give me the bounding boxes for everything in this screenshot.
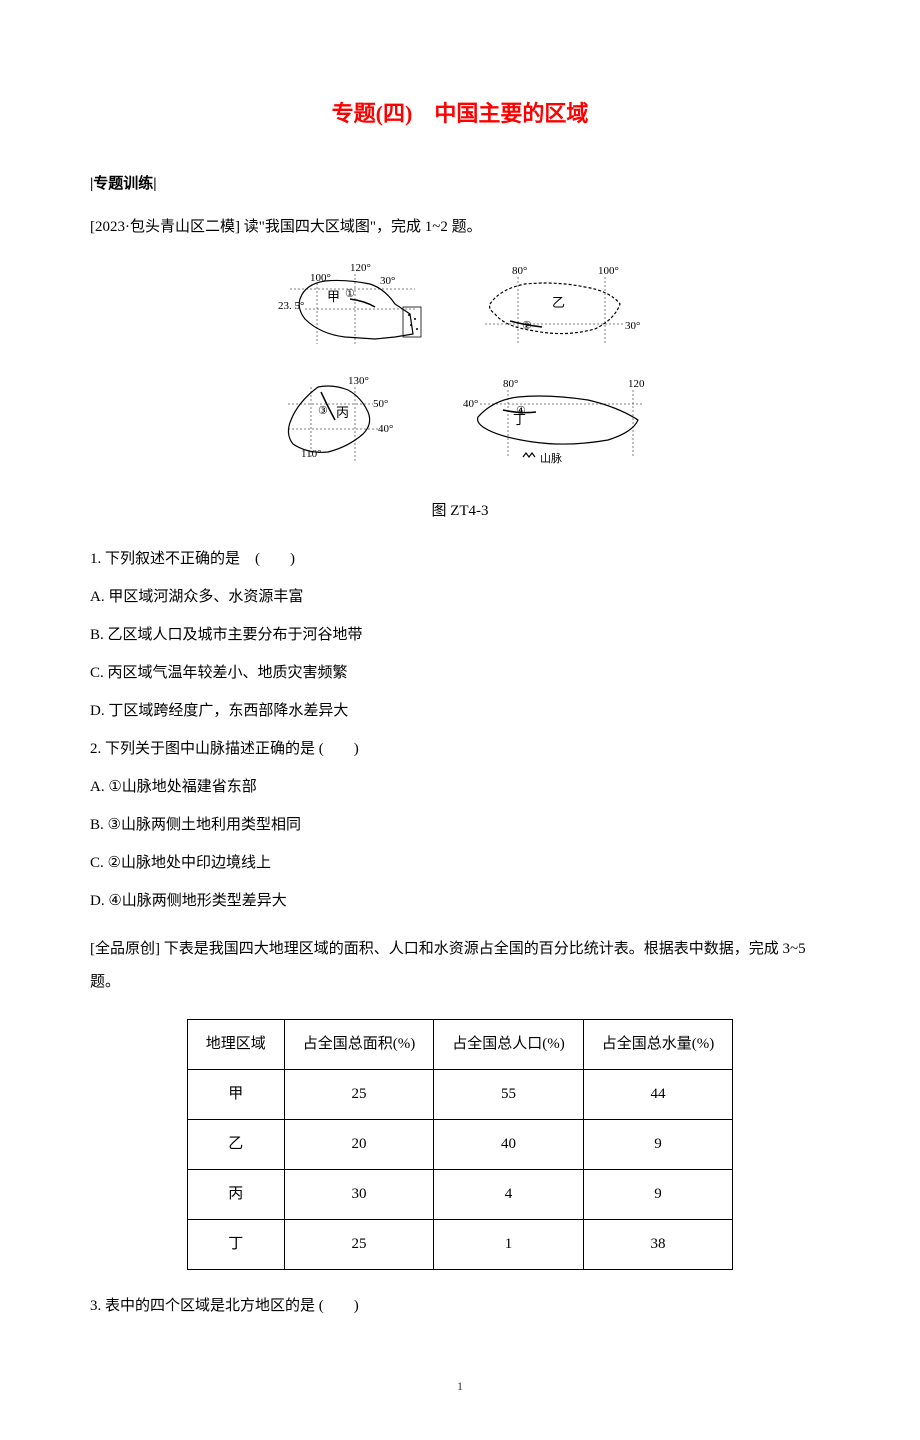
table-cell: 1: [434, 1220, 584, 1270]
table-cell: 9: [583, 1170, 733, 1220]
option-1d: D. 丁区域跨经度广，东西部降水差异大: [90, 695, 830, 728]
figure-container: 120° 100° 30° 23. 5° 甲 ① 80°: [90, 259, 830, 528]
region-label-jia: 甲: [327, 289, 340, 304]
table-cell: 4: [434, 1170, 584, 1220]
option-1b: B. 乙区域人口及城市主要分布于河谷地带: [90, 619, 830, 652]
figure-ding: 80° 120 40° 丁 ④ 山脉: [458, 372, 658, 485]
coord-label: 50°: [373, 398, 388, 410]
table-cell: 20: [284, 1120, 434, 1170]
coord-label: 120°: [350, 262, 371, 274]
coord-label: 30°: [625, 320, 640, 332]
question-1: 1. 下列叙述不正确的是 ( ): [90, 543, 830, 576]
coord-label: 120: [628, 378, 645, 390]
table-cell: 40: [434, 1120, 584, 1170]
coord-label: 80°: [512, 265, 527, 277]
data-table: 地理区域 占全国总面积(%) 占全国总人口(%) 占全国总水量(%) 甲 25 …: [187, 1019, 734, 1270]
page-title: 专题(四) 中国主要的区域: [90, 90, 830, 138]
table-header: 占全国总面积(%): [284, 1020, 434, 1070]
coord-label: 100°: [598, 265, 619, 277]
figure-bing: 130° 110° 50° 40° 丙 ③: [263, 372, 438, 485]
intro-text-2: [全品原创] 下表是我国四大地理区域的面积、人口和水资源占全国的百分比统计表。根…: [90, 933, 830, 999]
section-header: |专题训练|: [90, 168, 830, 201]
table-cell: 甲: [187, 1070, 284, 1120]
table-row: 丁 25 1 38: [187, 1220, 733, 1270]
table-cell: 44: [583, 1070, 733, 1120]
page-number: 1: [90, 1373, 830, 1399]
option-2c: C. ②山脉地处中印边境线上: [90, 847, 830, 880]
table-row: 丙 30 4 9: [187, 1170, 733, 1220]
mountain-label: ③: [318, 405, 328, 417]
question-2: 2. 下列关于图中山脉描述正确的是 ( ): [90, 733, 830, 766]
figure-row-1: 120° 100° 30° 23. 5° 甲 ① 80°: [90, 259, 830, 362]
table-header: 占全国总水量(%): [583, 1020, 733, 1070]
table-row: 乙 20 40 9: [187, 1120, 733, 1170]
option-2a: A. ①山脉地处福建省东部: [90, 771, 830, 804]
option-1a: A. 甲区域河湖众多、水资源丰富: [90, 581, 830, 614]
table-cell: 丙: [187, 1170, 284, 1220]
table-header-row: 地理区域 占全国总面积(%) 占全国总人口(%) 占全国总水量(%): [187, 1020, 733, 1070]
table-cell: 55: [434, 1070, 584, 1120]
coord-label: 40°: [378, 423, 393, 435]
figure-row-2: 130° 110° 50° 40° 丙 ③ 80° 120 40°: [90, 372, 830, 485]
option-2d: D. ④山脉两侧地形类型差异大: [90, 885, 830, 918]
table-cell: 38: [583, 1220, 733, 1270]
table-header: 地理区域: [187, 1020, 284, 1070]
option-2b: B. ③山脉两侧土地利用类型相同: [90, 809, 830, 842]
table-header: 占全国总人口(%): [434, 1020, 584, 1070]
figure-caption: 图 ZT4-3: [90, 495, 830, 528]
region-label-bing: 丙: [336, 405, 349, 420]
table-cell: 丁: [187, 1220, 284, 1270]
table-cell: 乙: [187, 1120, 284, 1170]
coord-label: 30°: [380, 275, 395, 287]
legend-label: 山脉: [540, 451, 562, 465]
table-row: 甲 25 55 44: [187, 1070, 733, 1120]
table-cell: 30: [284, 1170, 434, 1220]
coord-label: 80°: [503, 378, 518, 390]
option-1c: C. 丙区域气温年较差小、地质灾害频繁: [90, 657, 830, 690]
figure-yi: 80° 100° 30° 乙 ②: [470, 259, 645, 362]
mountain-label: ①: [345, 288, 355, 300]
table-cell: 9: [583, 1120, 733, 1170]
question-3: 3. 表中的四个区域是北方地区的是 ( ): [90, 1290, 830, 1323]
coord-label: 40°: [463, 398, 478, 410]
coord-label: 130°: [348, 375, 369, 387]
intro-text-1: [2023·包头青山区二模] 读"我国四大区域图"，完成 1~2 题。: [90, 211, 830, 244]
table-cell: 25: [284, 1220, 434, 1270]
table-cell: 25: [284, 1070, 434, 1120]
mountain-label: ④: [516, 405, 526, 417]
figure-jia: 120° 100° 30° 23. 5° 甲 ①: [275, 259, 450, 362]
region-label-yi: 乙: [552, 295, 565, 310]
